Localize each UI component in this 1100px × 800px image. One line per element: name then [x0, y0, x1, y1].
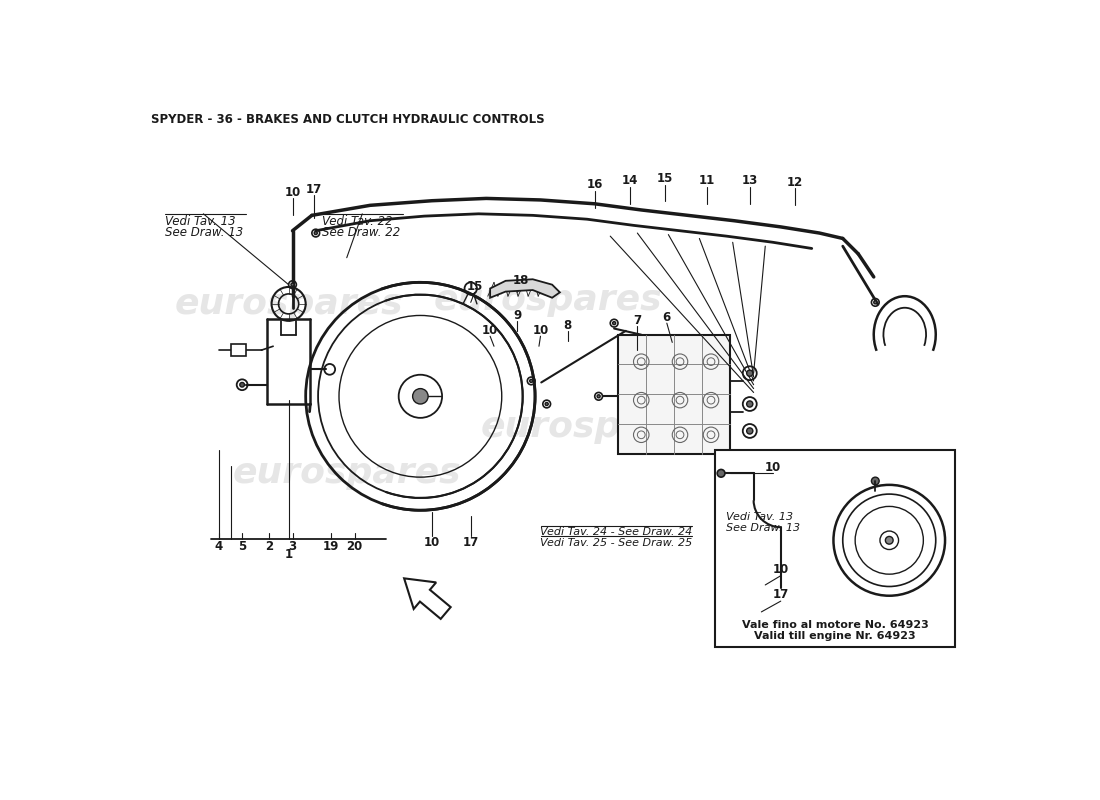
Circle shape — [290, 283, 294, 286]
Text: 12: 12 — [786, 176, 803, 189]
Circle shape — [717, 470, 725, 477]
Text: 1: 1 — [285, 548, 293, 561]
Circle shape — [613, 322, 616, 325]
Circle shape — [240, 382, 244, 387]
Text: 11: 11 — [698, 174, 715, 187]
Text: Valid till engine Nr. 64923: Valid till engine Nr. 64923 — [755, 631, 916, 641]
Text: 10: 10 — [772, 563, 789, 576]
Text: 7: 7 — [634, 314, 641, 327]
Text: eurospares: eurospares — [481, 410, 710, 444]
Text: 16: 16 — [586, 178, 603, 191]
Bar — [776, 463, 794, 476]
Text: See Draw. 13: See Draw. 13 — [165, 226, 243, 239]
Bar — [618, 334, 730, 454]
Bar — [231, 344, 246, 356]
Text: SPYDER - 36 - BRAKES AND CLUTCH HYDRAULIC CONTROLS: SPYDER - 36 - BRAKES AND CLUTCH HYDRAULI… — [152, 113, 546, 126]
Circle shape — [747, 428, 752, 434]
Text: 18: 18 — [513, 274, 529, 287]
Text: 15: 15 — [657, 172, 673, 185]
Text: eurospares: eurospares — [232, 456, 461, 490]
Text: 14: 14 — [621, 174, 638, 187]
Text: Vedi Tav. 24 - See Draw. 24: Vedi Tav. 24 - See Draw. 24 — [540, 527, 693, 538]
Polygon shape — [491, 279, 560, 298]
Text: 9: 9 — [513, 309, 521, 322]
Circle shape — [747, 370, 752, 376]
Text: Vedi Tav. 13: Vedi Tav. 13 — [726, 512, 793, 522]
Circle shape — [412, 389, 428, 404]
Text: eurospares: eurospares — [174, 287, 403, 321]
Text: 17: 17 — [306, 183, 322, 197]
Bar — [715, 450, 955, 646]
Text: 2: 2 — [265, 540, 273, 553]
Text: 10: 10 — [482, 324, 498, 338]
Text: 13: 13 — [741, 174, 758, 187]
Circle shape — [530, 379, 532, 382]
Text: Vedi Tav. 25 - See Draw. 25: Vedi Tav. 25 - See Draw. 25 — [540, 538, 693, 548]
Text: 19: 19 — [323, 540, 340, 553]
Text: 4: 4 — [214, 540, 223, 553]
Circle shape — [315, 231, 317, 234]
Text: 10: 10 — [532, 324, 549, 338]
Text: 10: 10 — [424, 536, 440, 549]
Text: 8: 8 — [563, 319, 572, 332]
Text: Vale fino al motore No. 64923: Vale fino al motore No. 64923 — [741, 619, 928, 630]
Text: See Draw. 13: See Draw. 13 — [726, 522, 801, 533]
Text: 17: 17 — [772, 589, 789, 602]
Circle shape — [747, 401, 752, 407]
Circle shape — [886, 537, 893, 544]
Circle shape — [597, 394, 601, 398]
Text: 5: 5 — [238, 540, 246, 553]
Text: Vedi Tav. 22: Vedi Tav. 22 — [322, 215, 393, 228]
Text: 10: 10 — [285, 186, 300, 198]
Text: 6: 6 — [662, 311, 671, 324]
Text: 3: 3 — [288, 540, 297, 553]
Text: eurospares: eurospares — [433, 283, 662, 317]
Circle shape — [873, 301, 877, 304]
Polygon shape — [404, 578, 451, 619]
Text: Vedi Tav. 13: Vedi Tav. 13 — [165, 215, 235, 228]
Text: 17: 17 — [463, 536, 478, 549]
Text: See Draw. 22: See Draw. 22 — [322, 226, 400, 239]
Circle shape — [871, 477, 879, 485]
Text: 20: 20 — [346, 540, 363, 553]
Text: 15: 15 — [466, 281, 483, 294]
Text: 10: 10 — [764, 461, 781, 474]
Circle shape — [546, 402, 548, 406]
